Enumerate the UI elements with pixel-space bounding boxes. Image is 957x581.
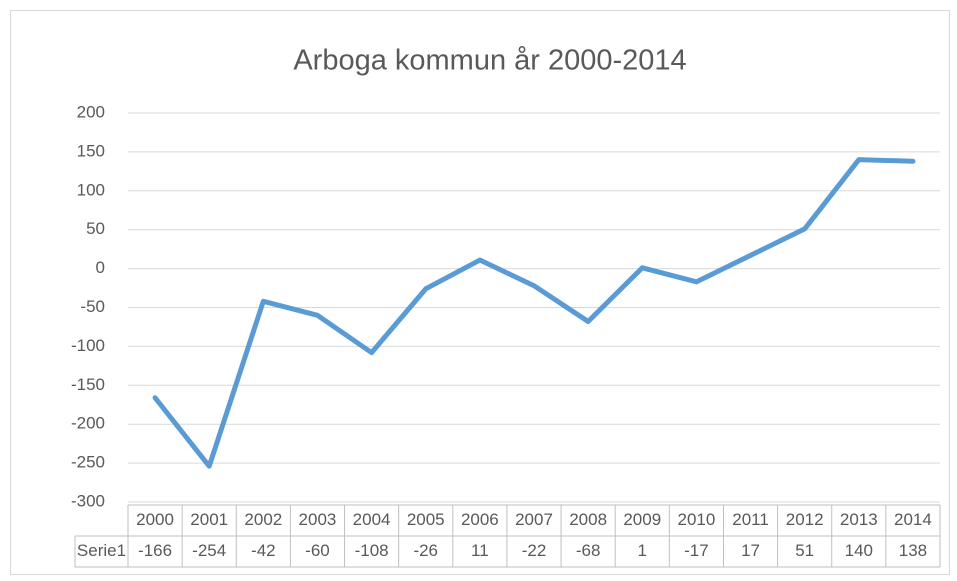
data-label: -254 bbox=[192, 541, 226, 560]
x-tick-label: 2009 bbox=[623, 510, 661, 529]
y-tick-label: -50 bbox=[80, 297, 105, 316]
x-tick-label: 2005 bbox=[407, 510, 445, 529]
y-tick-label: 200 bbox=[77, 102, 105, 121]
x-tick-label: 2013 bbox=[840, 510, 878, 529]
data-label: 11 bbox=[471, 541, 489, 560]
x-tick-label: 2010 bbox=[677, 510, 715, 529]
x-tick-label: 2003 bbox=[299, 510, 337, 529]
x-tick-label: 2007 bbox=[515, 510, 553, 529]
x-tick-label: 2008 bbox=[569, 510, 607, 529]
legend-entry: Serie1 bbox=[77, 541, 126, 560]
data-label: 138 bbox=[899, 541, 927, 560]
data-label: 140 bbox=[845, 541, 873, 560]
data-label: -60 bbox=[305, 541, 330, 560]
x-tick-label: 2006 bbox=[461, 510, 499, 529]
y-tick-label: 0 bbox=[96, 258, 105, 277]
data-label: -42 bbox=[251, 541, 276, 560]
y-tick-label: -150 bbox=[71, 375, 105, 394]
x-tick-label: 2011 bbox=[732, 510, 769, 529]
chart-title: Arboga kommun år 2000-2014 bbox=[293, 45, 686, 77]
data-label: 17 bbox=[741, 541, 760, 560]
data-label: -166 bbox=[138, 541, 172, 560]
y-tick-label: -100 bbox=[71, 336, 105, 355]
data-label: -108 bbox=[355, 541, 389, 560]
data-label: -68 bbox=[576, 541, 601, 560]
chart-border bbox=[10, 10, 950, 575]
data-label: -17 bbox=[684, 541, 709, 560]
y-tick-label: -200 bbox=[71, 414, 105, 433]
series-line bbox=[152, 157, 916, 469]
x-tick-label: 2014 bbox=[894, 510, 932, 529]
y-tick-label: 50 bbox=[86, 219, 105, 238]
y-tick-label: 100 bbox=[77, 180, 105, 199]
y-tick-label: -250 bbox=[71, 453, 105, 472]
x-tick-label: 2012 bbox=[786, 510, 824, 529]
x-tick-label: 2002 bbox=[244, 510, 282, 529]
x-tick-label: 2001 bbox=[190, 510, 228, 529]
data-label: 51 bbox=[795, 541, 814, 560]
data-label: -22 bbox=[522, 541, 547, 560]
data-label: 1 bbox=[638, 541, 647, 560]
x-tick-label: 2004 bbox=[353, 510, 391, 529]
y-tick-label: -300 bbox=[71, 491, 105, 510]
x-tick-label: 2000 bbox=[136, 510, 174, 529]
y-tick-label: 150 bbox=[77, 141, 105, 160]
data-label: -26 bbox=[413, 541, 438, 560]
